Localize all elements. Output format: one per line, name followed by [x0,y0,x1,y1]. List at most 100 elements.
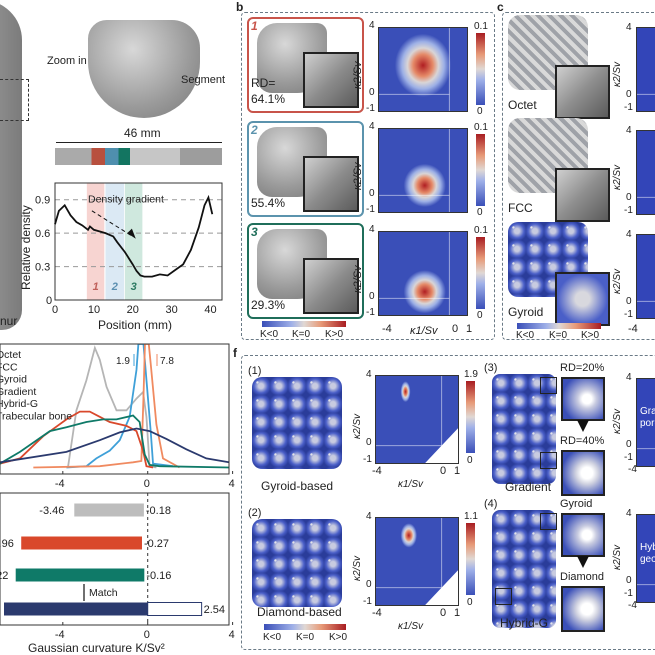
curvature-heatmap-fcc [636,130,655,215]
y-tick-0: 0 [369,291,375,302]
zoom-box-top [540,513,557,530]
inset-top-label: Gyroid [560,498,593,510]
y-axis-label: κ2/Sv [352,265,364,293]
b-cbar-neg: K<0 [260,329,279,340]
panel-f-label: f [233,346,237,360]
b-xtick-neg4: -4 [382,323,392,335]
plot-frame [0,492,230,626]
region-number: 1 [251,19,258,33]
curvature-heatmap-hybrid-g [636,514,655,603]
series-line-trabecular-bone [0,427,229,464]
region-2-frame [247,121,364,217]
curvature-heatmap-region-1 [378,27,468,112]
x-axis-label: Position (mm) [98,318,172,332]
curvature-heatmap-region-2 [378,128,468,213]
inset-top-label: RD=20% [560,362,605,374]
c-cbar-zero: K=0 [549,330,568,341]
x-tick-neg4: -4 [372,465,382,477]
x-tick-1: 1 [454,465,461,477]
panel-f-frame [241,355,655,650]
c-xtick-neg4: -4 [628,323,638,335]
cbar-max: 0.1 [474,122,488,133]
femur-label: nur [0,314,18,328]
cbar-min: 0 [467,597,473,608]
rd-value: 64.1% [251,92,286,106]
x-tick-label: -4 [55,629,65,641]
bar-right-label: -0.18 [146,505,171,517]
bone-zoom-render [88,20,200,118]
y-tick-label: 0.6 [35,228,50,240]
x-tick-neg4: -4 [628,464,637,475]
y-tick-0: 0 [626,192,632,203]
x-tick-0: 0 [440,607,447,619]
rd-value: 55.4% [251,196,286,210]
band-label: 2 [111,281,118,293]
y-tick-4: 4 [626,508,632,519]
item-name: Gradient [505,480,552,494]
cbar-max: 0.1 [474,225,488,236]
structure-label: Octet [508,98,537,112]
y-axis-label: κ2/Sv [612,268,623,294]
segment-strip [55,148,222,165]
legend-entry: Hybrid-G [0,398,38,410]
band-label: 3 [131,281,137,293]
y-tick-0: 0 [626,296,632,307]
bar-left-label: .22 [0,570,8,582]
inadmissible-region [431,281,467,315]
b-xlabel: κ1/Sv [410,325,438,337]
y-axis-label: Relative density [19,205,33,290]
region-number: 3 [251,225,258,239]
y-tick-label: 0 [46,295,52,307]
item-index: (4) [484,498,498,510]
legend-entry: FCC [0,361,18,373]
y-tick-label: 0.3 [35,262,50,274]
c-cbar-pos: K>0 [581,330,600,341]
region-1-frame [247,17,364,113]
y-axis-label: κ2/Sv [352,555,363,581]
match-label: Match [89,587,118,599]
f-cbar-zero: K=0 [296,632,315,643]
heatmap-colorbar [476,33,485,105]
x-tick-label: 40 [204,304,216,316]
region-inset-zoom [303,156,359,212]
series-line-fcc [66,344,174,469]
down-arrow-icon [577,556,589,568]
y-tick-neg1: -1 [624,205,633,216]
bar [21,536,142,550]
gyroid-inset-zoom [555,272,610,326]
zoom-in-label: Zoom in [47,55,87,67]
x-tick-label: 4 [229,629,235,641]
x-tick-label: 30 [166,304,178,316]
cbar-min: 0 [477,310,483,321]
gyroid-based-render [252,377,342,469]
x-tick-label: 10 [88,304,100,316]
overlay-text-line1: Grad [640,406,655,417]
x-tick-neg4: -4 [372,607,382,619]
legend-entry: Gradient [0,386,36,398]
y-axis-label: κ2/Sv [612,61,623,87]
y-tick-0: 0 [369,188,375,199]
heatmap-colorbar [466,523,475,595]
f-cbar-pos: K>0 [329,632,348,643]
f-cbar-neg: K<0 [263,632,282,643]
y-tick-0: 0 [366,579,372,590]
inset-top [561,377,605,421]
y-tick-4: 4 [626,229,632,240]
y-tick-0: 0 [626,575,632,586]
heatmap-colorbar [466,381,475,453]
y-tick-neg1: -1 [363,596,372,607]
length-arrow [56,142,222,143]
heatmap-overlay [379,232,467,315]
x-tick-label: 4 [229,478,235,490]
region-number: 2 [251,123,258,137]
inset-top [561,513,605,557]
y-axis-label: κ2/Sv [352,413,363,439]
inadmissible-region [431,77,467,111]
curvature-heatmap-gyroid-based [375,375,459,464]
legend-entry: Gyroid [0,374,27,386]
y-tick-0: 0 [626,89,632,100]
x-axis-label: κ1/Sv [398,621,424,632]
c-cbar-neg: K<0 [516,330,535,341]
cbar-min: 0 [477,106,483,117]
y-tick-neg1: -1 [363,454,372,465]
